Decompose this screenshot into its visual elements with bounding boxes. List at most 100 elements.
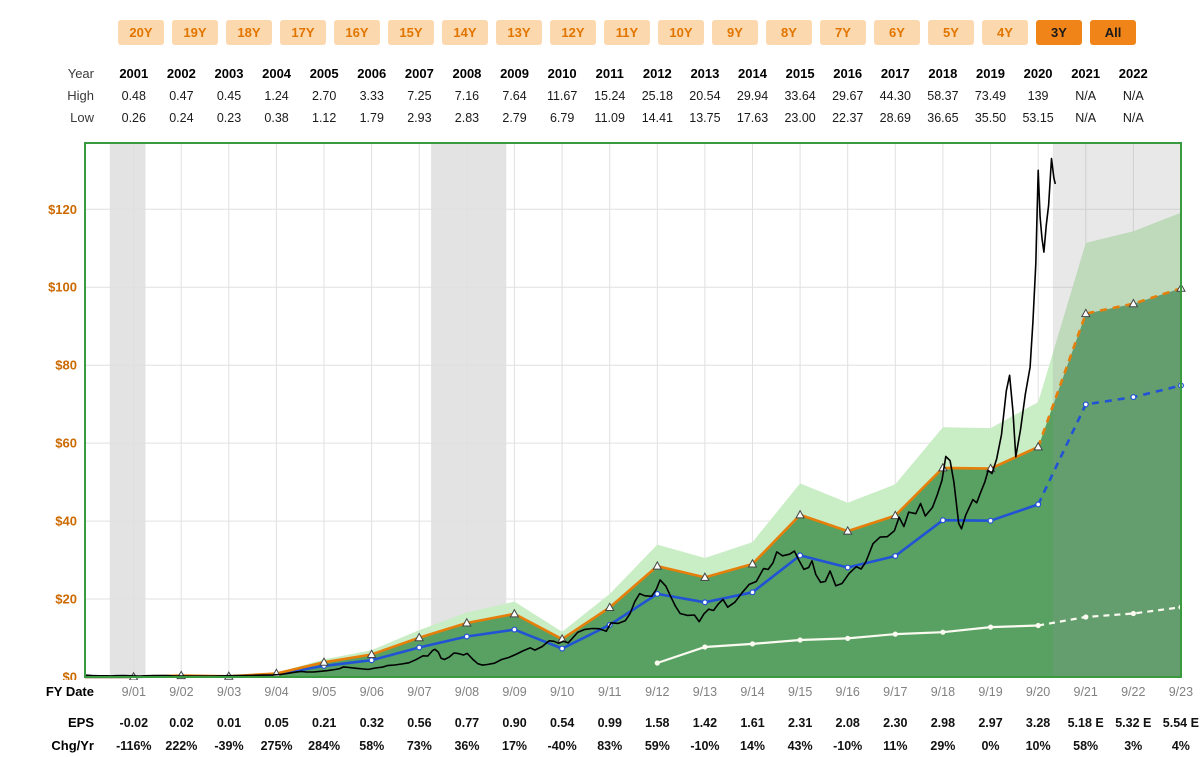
range-button-10y[interactable]: 10Y (658, 20, 704, 45)
fy-date-cell: 9/04 (264, 684, 289, 699)
chg-yr-cell: 43% (787, 738, 813, 753)
chg-yr-cell: -10% (690, 738, 720, 753)
year-cell: 2003 (214, 66, 244, 81)
low-price-cell: 13.75 (689, 110, 721, 125)
high-price-cell: 1.24 (264, 88, 289, 103)
high-price-cell: 0.48 (121, 88, 146, 103)
range-button-20y[interactable]: 20Y (118, 20, 164, 45)
eps-cell: 0.54 (549, 715, 575, 730)
range-button-4y[interactable]: 4Y (982, 20, 1028, 45)
y-axis-tick-label: $0 (63, 670, 77, 681)
fy-date-cell: 9/13 (692, 684, 718, 699)
y-axis-labels: $0 $20 $40 $60 $80 $100 $120 (48, 202, 77, 680)
high-price-cell: 20.54 (689, 88, 721, 103)
range-button-16y[interactable]: 16Y (334, 20, 380, 45)
low-price-cell: 22.37 (832, 110, 864, 125)
eps-cell: 2.08 (835, 715, 860, 730)
high-price-cell: 0.45 (216, 88, 242, 103)
low-price-cell: N/A (1122, 110, 1144, 125)
fy-date-cell: 9/18 (930, 684, 956, 699)
chg-yr-cell: 3% (1124, 738, 1143, 753)
fy-date-axis-row: FY Date 9/01 9/02 9/03 9/04 9/05 9/06 9/07 9/08… (0, 681, 1200, 702)
range-button-6y[interactable]: 6Y (874, 20, 920, 45)
chg-yr-cell: 58% (1073, 738, 1099, 753)
low-price-cell: 2.79 (502, 110, 527, 125)
range-button-11y[interactable]: 11Y (604, 20, 650, 45)
range-button-8y[interactable]: 8Y (766, 20, 812, 45)
recession-bands (109, 143, 507, 677)
valuation-chart[interactable]: $0 $20 $40 $60 $80 $100 $120 (0, 140, 1200, 680)
high-price-cell: 11.67 (546, 88, 578, 103)
range-button-all[interactable]: All (1090, 20, 1136, 45)
y-axis-tick-label: $120 (48, 202, 77, 217)
year-cell: 2009 (500, 66, 529, 81)
y-axis-tick-label: $60 (55, 436, 77, 451)
dividend-line (654, 604, 1184, 666)
range-button-13y[interactable]: 13Y (496, 20, 542, 45)
chg-yr-cell: 59% (644, 738, 670, 753)
range-button-19y[interactable]: 19Y (172, 20, 218, 45)
chg-yr-cell: -116% (116, 738, 152, 753)
year-cell: 2018 (928, 66, 958, 81)
range-button-15y[interactable]: 15Y (388, 20, 434, 45)
low-price-cell: 23.00 (784, 110, 816, 125)
low-price-cell: 53.15 (1022, 110, 1054, 125)
fy-date-cell: 9/07 (407, 684, 432, 699)
fy-date-cell: 9/21 (1073, 684, 1098, 699)
high-price-cell: 33.64 (784, 88, 816, 103)
fy-date-label: FY Date (45, 684, 94, 699)
range-button-17y[interactable]: 17Y (280, 20, 326, 45)
range-button-3y[interactable]: 3Y (1036, 20, 1082, 45)
year-header-row: Year 2001 2002 2003 2004 2005 2006 2007 2008 200… (0, 63, 1157, 84)
eps-cell: 5.54 E (1162, 715, 1199, 730)
range-button-12y[interactable]: 12Y (550, 20, 596, 45)
range-button-14y[interactable]: 14Y (442, 20, 488, 45)
chg-yr-cell: 36% (454, 738, 480, 753)
fy-date-cell: 9/08 (454, 684, 480, 699)
eps-cell: 2.31 (787, 715, 813, 730)
low-price-cell: 2.93 (407, 110, 432, 125)
chg-yr-cell: -39% (214, 738, 244, 753)
year-cell: 2015 (785, 66, 815, 81)
chg-yr-cell: 14% (740, 738, 766, 753)
low-price-cell: 11.09 (594, 110, 625, 125)
high-price-cell: 73.49 (974, 88, 1007, 103)
year-cell: 2016 (833, 66, 863, 81)
eps-cell: 1.58 (645, 715, 670, 730)
year-cell: 2012 (642, 66, 672, 81)
eps-cell: 2.30 (883, 715, 908, 730)
fy-date-cell: 9/20 (1025, 684, 1051, 699)
price-line (85, 157, 1057, 677)
range-button-5y[interactable]: 5Y (928, 20, 974, 45)
chg-yr-cell: -40% (547, 738, 577, 753)
high-price-cell: 3.33 (359, 88, 384, 103)
chg-yr-cell: 83% (597, 738, 623, 753)
fy-date-cell: 9/23 (1168, 684, 1194, 699)
fy-date-cell: 9/11 (598, 684, 622, 699)
range-button-18y[interactable]: 18Y (226, 20, 272, 45)
high-price-cell: 58.37 (927, 88, 959, 103)
fy-date-cell: 9/14 (740, 684, 765, 699)
low-price-cell: 1.12 (312, 110, 337, 125)
low-price-cell: 14.41 (641, 110, 673, 125)
fy-date-cell: 9/03 (216, 684, 242, 699)
year-cell: 2010 (547, 66, 577, 81)
eps-cell: 0.32 (359, 715, 384, 730)
chg-yr-cell: 284% (308, 738, 341, 753)
low-price-cell: 1.79 (359, 110, 384, 125)
range-button-9y[interactable]: 9Y (712, 20, 758, 45)
year-cell: 2019 (976, 66, 1005, 81)
eps-cell: 0.21 (312, 715, 337, 730)
fy-date-cell: 9/01 (121, 684, 146, 699)
high-row-label: High (67, 88, 94, 103)
eps-cell: 2.98 (930, 715, 956, 730)
range-button-7y[interactable]: 7Y (820, 20, 866, 45)
fy-date-cell: 9/06 (359, 684, 384, 699)
high-price-cell: 25.18 (641, 88, 673, 103)
chg-yr-cell: 11% (883, 738, 908, 753)
eps-cell: 0.56 (407, 715, 432, 730)
chg-yr-cell: 275% (260, 738, 293, 753)
eps-cell: 0.01 (216, 715, 242, 730)
chg-yr-cell: 10% (1025, 738, 1051, 753)
eps-cell: 1.42 (692, 715, 718, 730)
